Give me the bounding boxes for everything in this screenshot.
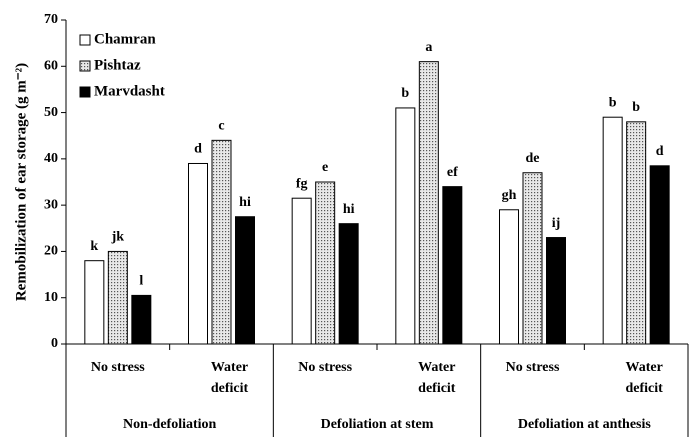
x-tick-label: deficit — [211, 381, 249, 396]
significance-letter: de — [526, 151, 540, 166]
significance-letter: gh — [502, 188, 517, 203]
bar — [211, 139, 232, 345]
significance-letter: d — [194, 142, 202, 157]
y-tick-label: 30 — [44, 197, 58, 212]
bar — [442, 186, 463, 345]
bar — [315, 181, 336, 345]
bar — [499, 209, 519, 345]
significance-letter: jk — [111, 230, 125, 245]
significance-letter: d — [656, 144, 664, 159]
bar — [188, 162, 208, 345]
bar — [602, 116, 623, 345]
x-tick-label: deficit — [418, 381, 456, 396]
significance-letter: l — [139, 274, 143, 289]
significance-letter: ij — [552, 216, 561, 231]
group-label: Non-defoliation — [123, 417, 217, 432]
legend-label: Marvdasht — [94, 83, 165, 99]
bar — [338, 223, 359, 345]
legend-swatch — [79, 60, 91, 72]
bar — [522, 172, 543, 345]
bar — [418, 61, 439, 345]
bar — [84, 260, 105, 345]
significance-letter: hi — [239, 195, 251, 210]
legend-swatch — [79, 34, 91, 46]
y-axis-label: Remobilization of ear storage (g m⁻²) — [13, 63, 29, 301]
bar — [395, 107, 416, 345]
significance-letter: e — [322, 160, 328, 175]
y-tick-label: 50 — [44, 105, 58, 120]
legend-swatch — [79, 86, 91, 98]
y-tick-label: 10 — [44, 290, 58, 305]
bar — [649, 165, 670, 345]
significance-letter: ef — [447, 165, 458, 180]
x-tick-label: deficit — [626, 381, 664, 396]
significance-letter: k — [90, 239, 98, 254]
x-tick-label: Water — [211, 360, 248, 375]
bar — [546, 237, 566, 345]
bar — [291, 197, 312, 345]
x-tick-label: No stress — [91, 360, 145, 375]
bar — [235, 216, 255, 345]
significance-letter: hi — [343, 202, 355, 217]
x-tick-label: Water — [418, 360, 455, 375]
y-tick-label: 70 — [44, 12, 58, 27]
legend-label: Chamran — [94, 31, 156, 47]
legend-label: Pishtaz — [94, 57, 141, 73]
bar — [107, 250, 128, 345]
group-label: Defoliation at stem — [321, 417, 434, 432]
significance-letter: b — [609, 95, 617, 110]
group-label: Defoliation at anthesis — [518, 417, 652, 432]
x-tick-label: Water — [626, 360, 663, 375]
bar — [626, 121, 647, 345]
significance-letter: b — [632, 100, 640, 115]
x-tick-label: No stress — [298, 360, 352, 375]
significance-letter: fg — [296, 176, 308, 191]
significance-letter: a — [425, 40, 432, 55]
y-tick-label: 20 — [44, 244, 58, 259]
y-tick-label: 0 — [51, 336, 58, 351]
y-tick-label: 60 — [44, 59, 58, 74]
x-tick-label: No stress — [506, 360, 560, 375]
significance-letter: c — [218, 119, 224, 134]
y-tick-label: 40 — [44, 151, 58, 166]
bar — [131, 294, 152, 345]
significance-letter: b — [401, 86, 409, 101]
